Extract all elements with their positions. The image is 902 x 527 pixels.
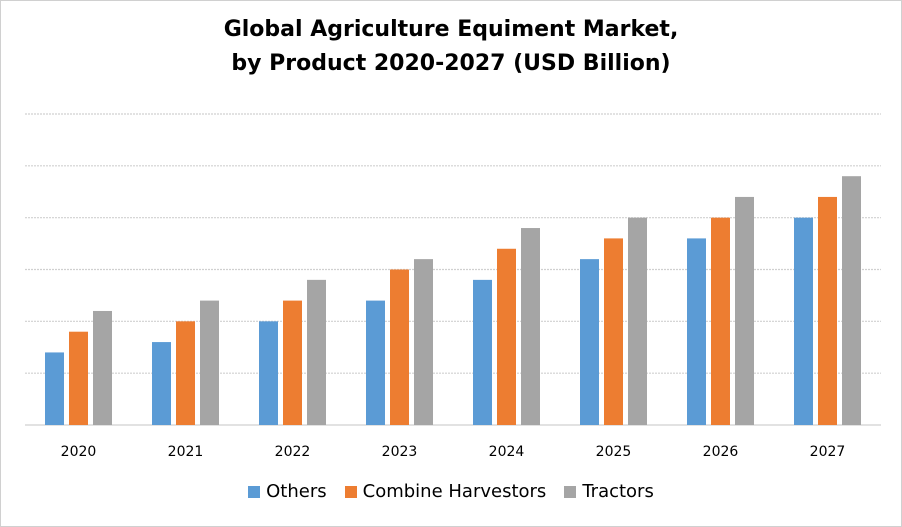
bar-combine-harvestors-2025 [604,238,623,425]
legend-item-tractors: Tractors [564,481,654,502]
bar-combine-harvestors-2026 [711,217,730,425]
bar-others-2024 [473,279,492,425]
legend-item-others: Others [248,481,327,502]
bar-combine-harvestors-2027 [818,196,837,425]
bar-tractors-2025 [628,217,647,425]
bar-tractors-2020 [93,310,112,425]
x-tick-label: 2023 [382,444,418,460]
x-tick-label: 2020 [61,444,97,460]
x-tick-label: 2022 [275,444,311,460]
bar-tractors-2022 [307,279,326,425]
bar-others-2023 [366,300,385,425]
x-tick-label: 2024 [489,444,525,460]
legend-swatch [248,485,261,498]
bar-tractors-2026 [735,196,754,425]
bar-tractors-2027 [842,176,861,425]
chart-title-line-1: Global Agriculture Equiment Market, [223,17,679,42]
x-tick-label: 2027 [810,444,846,460]
bar-others-2027 [794,217,813,425]
chart-title: Global Agriculture Equiment Market, by P… [1,13,901,81]
bar-others-2022 [259,321,278,425]
legend-swatch [344,485,357,498]
bar-combine-harvestors-2021 [176,321,195,425]
bar-combine-harvestors-2024 [497,248,516,425]
bar-combine-harvestors-2023 [390,269,409,425]
bar-combine-harvestors-2022 [283,300,302,425]
chart-title-line-2: by Product 2020-2027 (USD Billion) [231,51,671,76]
x-tick-label: 2021 [168,444,204,460]
bar-others-2025 [580,259,599,425]
bar-tractors-2023 [414,259,433,425]
legend: Others Combine Harvestors Tractors [1,481,901,502]
bar-combine-harvestors-2020 [69,331,88,425]
x-tick-label: 2025 [596,444,632,460]
bar-others-2020 [45,352,64,425]
bar-others-2021 [152,342,171,425]
legend-swatch [564,485,577,498]
legend-label: Others [266,481,327,502]
bar-tractors-2021 [200,300,219,425]
legend-label: Combine Harvestors [362,481,547,502]
legend-item-combine-harvestors: Combine Harvestors [344,481,547,502]
x-tick-label: 2026 [703,444,739,460]
legend-label: Tractors [582,481,654,502]
bar-others-2026 [687,238,706,425]
bar-tractors-2024 [521,228,540,425]
